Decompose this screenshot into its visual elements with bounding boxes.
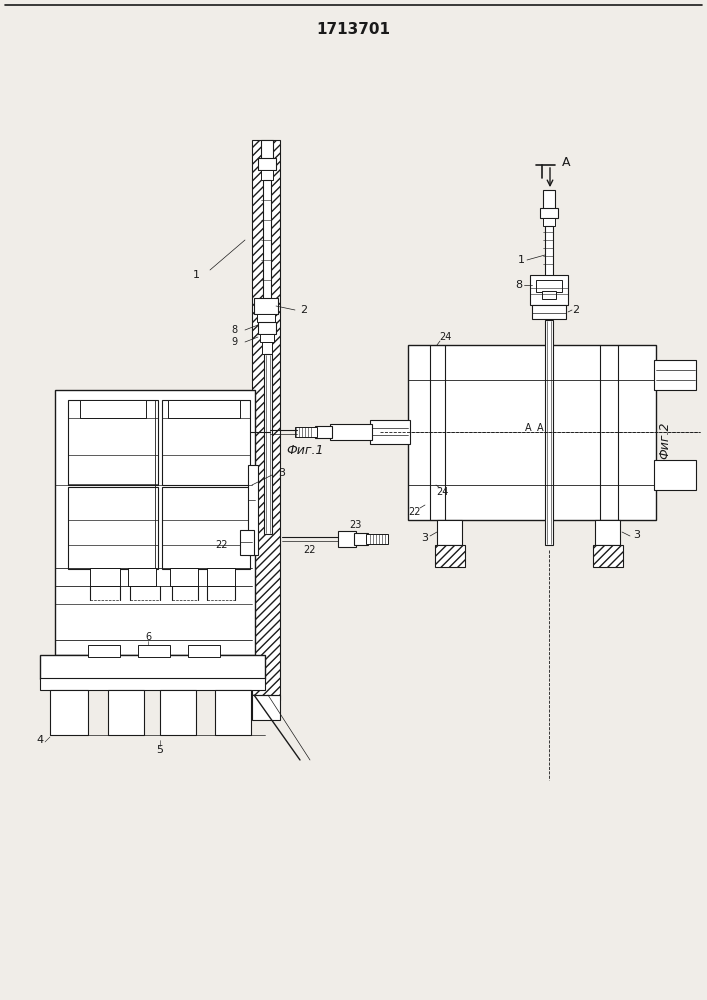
Bar: [138, 645, 170, 657]
Text: 6: 6: [145, 632, 151, 642]
Bar: [80, 400, 146, 418]
Bar: [207, 568, 235, 586]
Bar: [40, 678, 265, 690]
Bar: [593, 545, 623, 567]
Bar: [160, 690, 196, 735]
Bar: [545, 226, 553, 276]
Bar: [295, 427, 317, 437]
Text: 2: 2: [572, 305, 579, 315]
Text: 1: 1: [193, 270, 200, 280]
Bar: [240, 555, 254, 585]
Bar: [240, 530, 254, 555]
Bar: [354, 533, 368, 545]
Bar: [263, 180, 271, 300]
Bar: [264, 354, 272, 534]
Text: 4: 4: [37, 735, 44, 745]
Text: 24: 24: [436, 487, 448, 497]
Bar: [261, 140, 273, 160]
Bar: [240, 510, 254, 528]
Bar: [257, 314, 275, 322]
Text: Фиг.2: Фиг.2: [658, 421, 672, 459]
Bar: [108, 690, 144, 735]
Bar: [532, 305, 566, 319]
Bar: [248, 465, 258, 555]
Text: 24: 24: [439, 332, 451, 342]
Bar: [170, 568, 198, 586]
Bar: [258, 322, 276, 334]
Bar: [68, 400, 158, 485]
Bar: [262, 342, 272, 354]
Bar: [408, 345, 656, 520]
Bar: [50, 690, 88, 735]
Bar: [254, 298, 278, 314]
Text: A: A: [562, 156, 571, 169]
Bar: [545, 320, 553, 545]
Text: 2: 2: [300, 305, 307, 315]
Bar: [258, 158, 276, 170]
Text: 3: 3: [278, 468, 285, 478]
Bar: [338, 531, 356, 547]
Text: 22: 22: [304, 545, 316, 555]
Bar: [542, 291, 556, 299]
Bar: [215, 690, 251, 735]
Text: A: A: [537, 423, 543, 433]
Bar: [90, 568, 120, 586]
Bar: [530, 275, 568, 305]
Bar: [40, 655, 265, 679]
Bar: [252, 140, 280, 700]
Text: 1: 1: [518, 255, 525, 265]
Bar: [260, 334, 274, 342]
Bar: [68, 487, 158, 569]
Bar: [261, 170, 273, 180]
Text: 8: 8: [515, 280, 522, 290]
Text: 8: 8: [232, 325, 238, 335]
Bar: [88, 645, 120, 657]
Bar: [536, 280, 562, 292]
Text: 22: 22: [409, 507, 421, 517]
Bar: [435, 545, 465, 567]
Bar: [540, 208, 558, 218]
Text: A: A: [525, 423, 532, 433]
Bar: [370, 420, 410, 444]
Text: 22: 22: [216, 540, 228, 550]
Text: 5: 5: [156, 745, 163, 755]
Bar: [543, 218, 555, 226]
Bar: [252, 695, 280, 720]
Bar: [188, 645, 220, 657]
Text: 3: 3: [633, 530, 640, 540]
Bar: [162, 487, 250, 569]
Bar: [162, 400, 250, 485]
Bar: [315, 426, 332, 438]
Bar: [543, 190, 555, 210]
Text: 1713701: 1713701: [316, 22, 390, 37]
Bar: [55, 390, 255, 655]
Bar: [654, 360, 696, 390]
Bar: [595, 520, 620, 545]
Text: 9: 9: [232, 337, 238, 347]
Bar: [128, 568, 156, 586]
Bar: [437, 520, 462, 545]
Bar: [654, 460, 696, 490]
Text: Фиг.1: Фиг.1: [286, 444, 324, 456]
Bar: [168, 400, 240, 418]
Text: 23: 23: [349, 520, 361, 530]
Bar: [330, 424, 372, 440]
Bar: [366, 534, 388, 544]
Text: 3: 3: [421, 533, 428, 543]
